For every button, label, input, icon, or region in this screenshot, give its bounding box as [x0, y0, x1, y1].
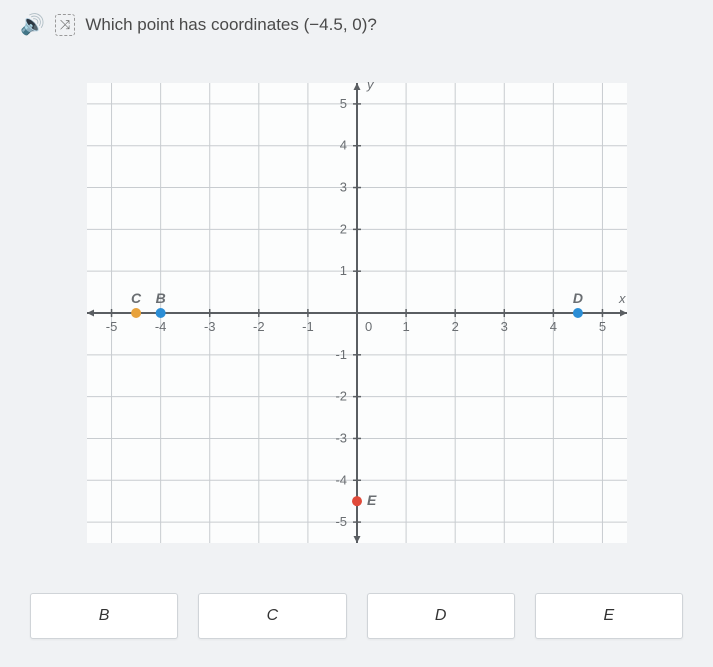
grid-svg: -5-4-3-2-1012345-5-4-3-2-112345xyCBDE — [57, 53, 657, 573]
svg-text:C: C — [131, 290, 142, 306]
answer-option-e[interactable]: E — [535, 593, 683, 639]
svg-text:x: x — [618, 291, 626, 306]
svg-text:E: E — [367, 492, 377, 508]
answer-option-c[interactable]: C — [198, 593, 346, 639]
svg-text:2: 2 — [339, 221, 346, 236]
coordinate-grid: -5-4-3-2-1012345-5-4-3-2-112345xyCBDE — [20, 53, 693, 573]
answer-option-b[interactable]: B — [30, 593, 178, 639]
svg-text:-3: -3 — [203, 319, 215, 334]
svg-text:-1: -1 — [335, 347, 347, 362]
svg-text:-4: -4 — [154, 319, 166, 334]
sound-icon[interactable]: 🔊 — [20, 12, 45, 37]
svg-text:-5: -5 — [105, 319, 117, 334]
svg-text:D: D — [572, 290, 582, 306]
svg-text:-1: -1 — [302, 319, 314, 334]
svg-text:4: 4 — [339, 138, 346, 153]
svg-text:-2: -2 — [335, 389, 347, 404]
svg-text:-2: -2 — [253, 319, 265, 334]
svg-text:4: 4 — [549, 319, 556, 334]
svg-text:1: 1 — [339, 263, 346, 278]
svg-text:3: 3 — [339, 180, 346, 195]
question-text: Which point has coordinates (−4.5, 0)? — [85, 15, 377, 35]
svg-text:5: 5 — [598, 319, 605, 334]
svg-text:0: 0 — [365, 319, 372, 334]
svg-text:2: 2 — [451, 319, 458, 334]
question-header: 🔊 ⤨ Which point has coordinates (−4.5, 0… — [20, 12, 693, 37]
svg-text:B: B — [155, 290, 165, 306]
translate-icon[interactable]: ⤨ — [55, 14, 75, 36]
svg-text:-4: -4 — [335, 472, 347, 487]
svg-text:-5: -5 — [335, 514, 347, 529]
svg-text:1: 1 — [402, 319, 409, 334]
answer-option-d[interactable]: D — [367, 593, 515, 639]
answer-row: B C D E — [20, 593, 693, 639]
svg-text:3: 3 — [500, 319, 507, 334]
svg-text:5: 5 — [339, 96, 346, 111]
svg-text:-3: -3 — [335, 430, 347, 445]
